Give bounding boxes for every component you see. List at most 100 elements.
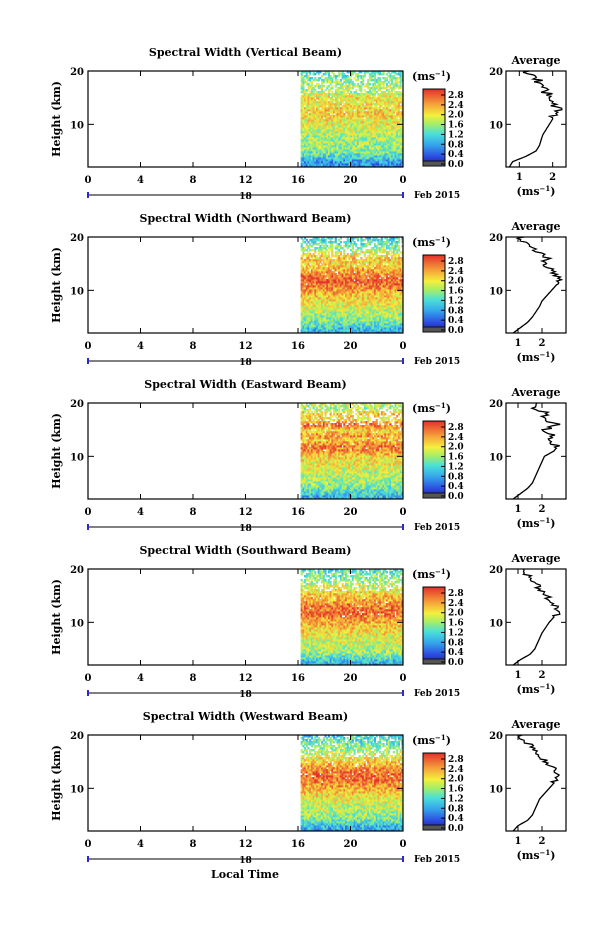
heatmap-cell <box>391 95 394 98</box>
heatmap-cell <box>382 319 385 322</box>
heatmap-cell <box>355 315 358 318</box>
heatmap-cell <box>346 87 349 90</box>
heatmap-cell <box>360 319 363 322</box>
heatmap-cell <box>319 121 322 124</box>
heatmap-cell <box>394 91 397 94</box>
heatmap-cell <box>331 317 334 320</box>
heatmap-cell <box>339 161 342 164</box>
heatmap-cell <box>326 329 329 332</box>
heatmap-cell <box>377 97 380 100</box>
heatmap-cell <box>362 93 365 96</box>
heatmap-cell <box>397 101 400 104</box>
heatmap-cell <box>309 105 312 108</box>
heatmap-cell <box>300 111 303 114</box>
heatmap-cell <box>397 107 400 110</box>
heatmap-cell <box>305 151 308 154</box>
heatmap-cell <box>379 111 382 114</box>
heatmap-cell <box>326 131 329 134</box>
heatmap-cell <box>327 305 331 308</box>
heatmap-cell <box>312 307 315 310</box>
heatmap-cell <box>365 159 368 162</box>
heatmap-cell <box>379 121 382 124</box>
heatmap-cell <box>367 327 370 330</box>
heatmap-cell <box>391 145 394 148</box>
heatmap-cell <box>321 331 324 334</box>
heatmap-cell <box>387 81 390 84</box>
heatmap-cell <box>343 309 346 312</box>
heatmap-cell <box>343 117 346 120</box>
heatmap-cell <box>351 73 354 76</box>
heatmap-cell <box>343 157 346 160</box>
heatmap-cell <box>339 109 342 112</box>
heatmap-cell <box>380 139 383 142</box>
heatmap-cell <box>379 125 382 128</box>
heatmap-cell <box>392 163 395 166</box>
heatmap-cell <box>343 315 346 318</box>
heatmap-cell <box>368 151 371 154</box>
heatmap-cell <box>315 155 319 158</box>
heatmap-cell <box>384 117 387 120</box>
heatmap-cell <box>365 115 368 118</box>
heatmap-cell <box>382 91 385 94</box>
heatmap-cell <box>351 93 354 96</box>
heatmap-cell <box>344 143 348 146</box>
heatmap-cell <box>394 135 397 138</box>
heatmap-cell <box>397 137 400 140</box>
heatmap-cell <box>329 79 332 82</box>
heatmap-cell <box>391 143 394 146</box>
heatmap-cell <box>302 309 305 312</box>
heatmap-cell <box>304 101 307 104</box>
heatmap-cell <box>355 129 358 132</box>
heatmap-cell <box>350 149 353 152</box>
heatmap-cell <box>382 327 385 330</box>
heatmap-cell <box>392 105 395 108</box>
heatmap-cell <box>358 133 361 136</box>
heatmap-cell <box>351 127 354 130</box>
heatmap-cell <box>368 153 371 156</box>
heatmap-cell <box>389 127 392 130</box>
heatmap-cell <box>350 307 353 310</box>
heatmap-cell <box>351 115 354 118</box>
heatmap-cell <box>329 137 332 140</box>
heatmap-cell <box>360 135 363 138</box>
heatmap-cell <box>304 307 307 310</box>
heatmap-cell <box>317 119 320 122</box>
heatmap-cell <box>401 155 404 158</box>
heatmap-cell <box>396 73 399 76</box>
heatmap-cell <box>377 139 380 142</box>
heatmap-cell <box>348 159 351 162</box>
heatmap-cell <box>368 149 371 152</box>
heatmap-cell <box>317 319 320 322</box>
heatmap-cell <box>312 165 315 168</box>
heatmap-cell <box>373 161 377 164</box>
heatmap-cell <box>370 123 373 126</box>
heatmap-cell <box>315 153 319 156</box>
heatmap-cell <box>338 165 341 168</box>
heatmap-cell <box>331 143 334 146</box>
heatmap-cell <box>379 149 382 152</box>
heatmap-cell <box>331 127 334 130</box>
heatmap-cell <box>391 129 394 132</box>
heatmap-cell <box>372 123 375 126</box>
heatmap-cell <box>314 103 317 106</box>
heatmap-cell <box>331 77 334 80</box>
heatmap-cell <box>384 127 387 130</box>
heatmap-cell <box>368 161 371 164</box>
heatmap-cell <box>367 157 370 160</box>
heatmap-cell <box>397 157 400 160</box>
heatmap-cell <box>312 107 315 110</box>
heatmap-cell <box>368 139 371 142</box>
heatmap-cell <box>327 161 331 164</box>
heatmap-cell <box>394 99 397 102</box>
heatmap-cell <box>300 77 303 80</box>
heatmap-cell <box>348 315 351 318</box>
heatmap-cell <box>310 305 313 308</box>
heatmap-cell <box>300 165 303 168</box>
heatmap-cell <box>380 321 383 324</box>
heatmap-cell <box>341 95 344 98</box>
heatmap-cell <box>356 157 360 160</box>
heatmap-cell <box>336 117 339 120</box>
heatmap-cell <box>358 323 361 326</box>
heatmap-cell <box>353 153 356 156</box>
heatmap-cell <box>344 309 348 312</box>
